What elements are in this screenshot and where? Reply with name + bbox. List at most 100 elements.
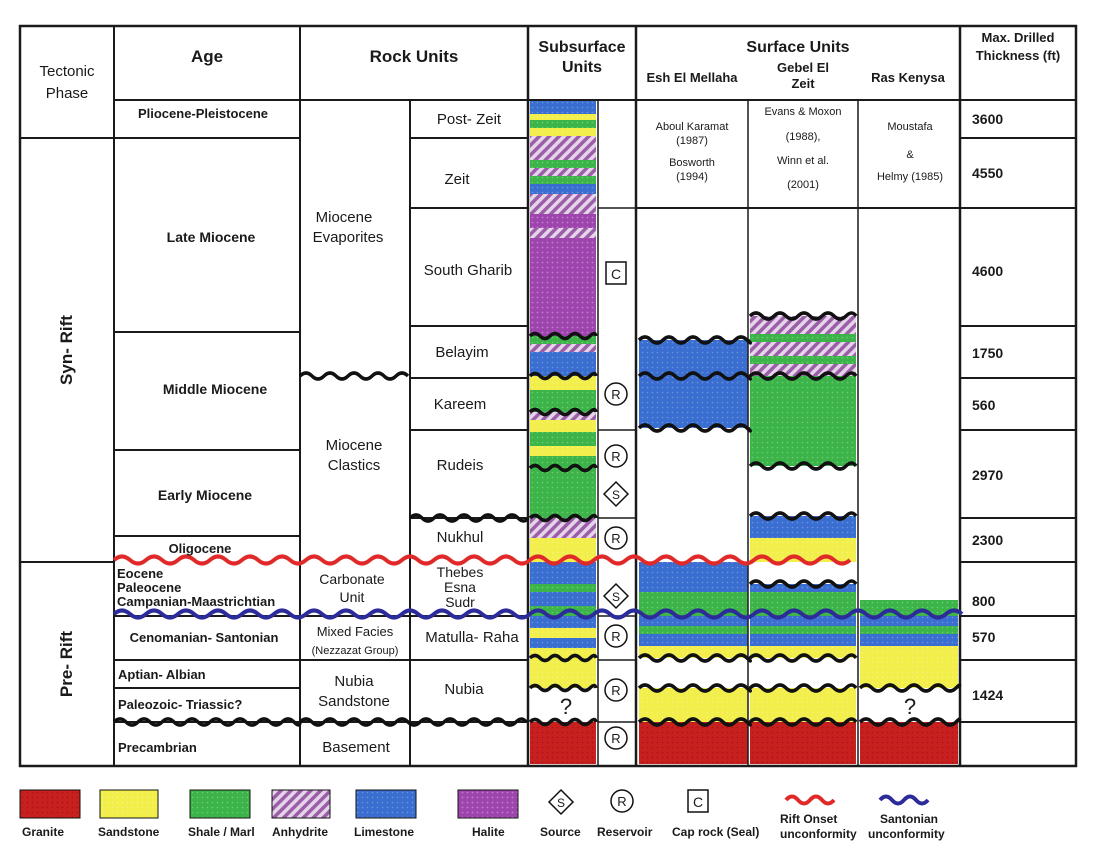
svg-text:C: C (611, 266, 621, 282)
age-middle-miocene: Middle Miocene (163, 381, 267, 397)
reservoir-symbol-nubia: R (604, 678, 628, 702)
age-labels: Pliocene-Pleistocene Late Miocene Middle… (117, 106, 278, 755)
rock-clastics-2: Clastics (328, 457, 381, 474)
ref-gebel-3: Winn et al. (777, 155, 829, 167)
age-precambrian: Precambrian (118, 740, 197, 755)
thickness-values: 3600 4550 4600 1750 560 2970 2300 800 57… (972, 111, 1003, 703)
reservoir-symbol-nukhul: R (604, 526, 628, 550)
rock-nubia-2: Sandstone (318, 693, 390, 710)
formation-south-gharib: South Gharib (424, 262, 512, 279)
wavy-boundaries (112, 311, 962, 727)
rock-carbonate-2: Unit (340, 589, 365, 605)
legend-limestone: Limestone (354, 789, 417, 839)
formation-thebes: Thebes (437, 564, 484, 580)
rock-unit-labels: Miocene Evaporites Miocene Clastics Carb… (312, 209, 399, 756)
svg-text:R: R (611, 629, 620, 644)
legend-shale-marl: Shale / Marl (188, 789, 255, 839)
legend-anhydrite: Anhydrite (271, 789, 331, 839)
surface-gebel-el-zeit-column (750, 316, 856, 764)
ref-esh-3: Bosworth (669, 157, 715, 169)
thickness-matulla: 570 (972, 629, 996, 645)
rock-basement: Basement (322, 739, 390, 756)
reservoir-symbol-kareem: R (604, 382, 628, 406)
header-esh-el-mellaha: Esh El Mellaha (646, 70, 738, 85)
svg-text:Granite: Granite (22, 825, 64, 839)
formation-nubia: Nubia (444, 681, 484, 698)
cap-rock-symbol: C (605, 261, 627, 285)
svg-text:R: R (611, 387, 620, 402)
svg-text:R: R (611, 683, 620, 698)
svg-text:R: R (611, 449, 620, 464)
ref-gebel-4: (2001) (787, 179, 819, 191)
thickness-nubia: 1424 (972, 687, 1003, 703)
age-oligocene: Oligocene (169, 541, 232, 556)
symbol-column: C R R S R S R R (602, 261, 630, 750)
svg-text:S: S (612, 488, 620, 502)
rock-clastics-1: Miocene (326, 437, 383, 454)
reservoir-symbol-rudeis: R (604, 444, 628, 468)
formation-post-zeit: Post- Zeit (437, 111, 502, 128)
ref-gebel-1: Evans & Moxon (764, 106, 841, 118)
svg-text:S: S (612, 590, 620, 604)
rock-nubia-1: Nubia (334, 673, 374, 690)
ref-esh-2: (1987) (676, 135, 708, 147)
phase-syn-rift: Syn- Rift (57, 315, 76, 385)
formation-sudr: Sudr (445, 594, 475, 610)
header-age: Age (191, 47, 223, 66)
legend-source: S Source (540, 788, 581, 839)
surface-ras-kenysa-column (860, 600, 958, 764)
header-gebel-el-zeit-1: Gebel El (777, 60, 829, 75)
header-subsurface-2: Units (562, 59, 602, 76)
rock-evaporites-1: Miocene (316, 209, 373, 226)
formation-labels: Post- Zeit Zeit South Gharib Belayim Kar… (424, 111, 520, 698)
svg-text:Limestone: Limestone (354, 825, 414, 839)
svg-text:Source: Source (540, 825, 581, 839)
thickness-rudeis: 2970 (972, 467, 1003, 483)
source-symbol-carbonate: S (602, 582, 630, 610)
formation-esna: Esna (444, 579, 476, 595)
rock-mixed-2: (Nezzazat Group) (312, 645, 399, 657)
formation-zeit: Zeit (444, 171, 470, 188)
svg-text:Rift Onset: Rift Onset (780, 812, 837, 826)
header-tectonic-1: Tectonic (39, 63, 95, 80)
age-late-miocene: Late Miocene (167, 229, 256, 245)
age-pliocene-pleistocene: Pliocene-Pleistocene (138, 106, 268, 121)
svg-text:R: R (611, 731, 620, 746)
svg-text:C: C (693, 794, 703, 810)
header-thickness-1: Max. Drilled (982, 30, 1055, 45)
column-headers: Tectonic Phase Age Rock Units Subsurface… (39, 30, 1060, 102)
rock-mixed-1: Mixed Facies (317, 624, 394, 639)
source-symbol-rudeis: S (602, 480, 630, 508)
age-early-miocene: Early Miocene (158, 487, 252, 503)
formation-matulla-raha: Matulla- Raha (425, 629, 519, 646)
unknown-mark-subsurface: ? (560, 694, 572, 719)
thickness-belayim: 1750 (972, 345, 1003, 361)
ref-esh-1: Aboul Karamat (656, 121, 729, 133)
phase-pre-rift: Pre- Rift (57, 631, 76, 697)
svg-text:Shale / Marl: Shale / Marl (188, 825, 255, 839)
formation-belayim: Belayim (435, 344, 488, 361)
age-eocene: Eocene (117, 566, 163, 581)
thickness-nukhul: 2300 (972, 532, 1003, 548)
svg-text:Reservoir: Reservoir (597, 825, 653, 839)
reservoir-symbol-matulla: R (604, 624, 628, 648)
svg-text:Anhydrite: Anhydrite (272, 825, 328, 839)
ref-gebel-2: (1988), (786, 131, 821, 143)
legend-granite: Granite (19, 789, 81, 839)
unknown-mark-ras-kenysa: ? (904, 694, 916, 719)
rift-onset-unconformity-line (112, 554, 852, 566)
ref-ras-1: Moustafa (887, 121, 933, 133)
header-subsurface-1: Subsurface (538, 39, 625, 56)
age-cenomanian-santonian: Cenomanian- Santonian (130, 630, 279, 645)
legend-cap-rock: C Cap rock (Seal) (672, 789, 759, 839)
header-gebel-el-zeit-2: Zeit (791, 76, 815, 91)
formation-kareem: Kareem (434, 396, 487, 413)
formation-nukhul: Nukhul (437, 529, 484, 546)
ref-ras-3: Helmy (1985) (877, 171, 943, 183)
age-aptian-albian: Aptian- Albian (118, 667, 206, 682)
thickness-carbonate: 800 (972, 593, 996, 609)
age-paleozoic-triassic: Paleozoic- Triassic? (118, 697, 242, 712)
svg-text:Santonian: Santonian (880, 812, 938, 826)
header-ras-kenysa: Ras Kenysa (871, 70, 945, 85)
